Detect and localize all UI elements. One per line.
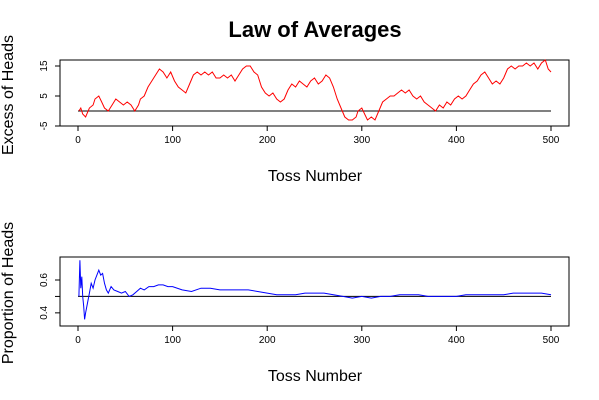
plot-frame [59,59,570,127]
x-axis-title: Toss Number [268,368,363,385]
y-axis-title: Excess of Heads [0,35,17,155]
x-tick-label: 500 [543,135,560,146]
y-axis-title: Proportion of Heads [0,222,17,364]
excess-of-heads-series-line [78,59,552,121]
x-tick-label: 300 [353,135,370,146]
chart-title: Law of Averages [228,17,401,42]
plot-frame [59,256,570,327]
x-tick-label: 0 [75,335,81,346]
x-tick-label: 0 [75,135,81,146]
y-tick-label: 5 [39,93,50,99]
excess-of-heads-panel: -5 5 15 0 100 200 300 400 500 Toss Number Exces… [0,35,570,185]
y-tick-label: -5 [39,121,50,130]
y-tick-label: 0.4 [39,305,50,319]
x-tick-label: 100 [164,335,181,346]
y-tick-label: 15 [39,60,50,72]
proportion-of-heads-panel: 0.4 0.6 0 100 200 300 400 500 Toss Number Prop… [0,222,570,385]
x-axis-ticks: 0 100 200 300 400 500 [75,326,560,346]
x-axis-title: Toss Number [268,168,363,185]
y-axis-ticks: -5 5 15 [39,60,60,130]
x-tick-label: 100 [164,135,181,146]
x-tick-label: 200 [259,135,276,146]
proportion-of-heads-series-line [78,260,552,320]
x-tick-label: 400 [448,135,465,146]
x-tick-label: 400 [448,335,465,346]
x-tick-label: 500 [543,335,560,346]
x-tick-label: 300 [353,335,370,346]
x-tick-label: 200 [259,335,276,346]
y-axis-ticks: 0.4 0.6 [39,273,60,320]
y-tick-label: 0.6 [39,273,50,287]
x-axis-ticks: 0 100 200 300 400 500 [75,126,560,146]
